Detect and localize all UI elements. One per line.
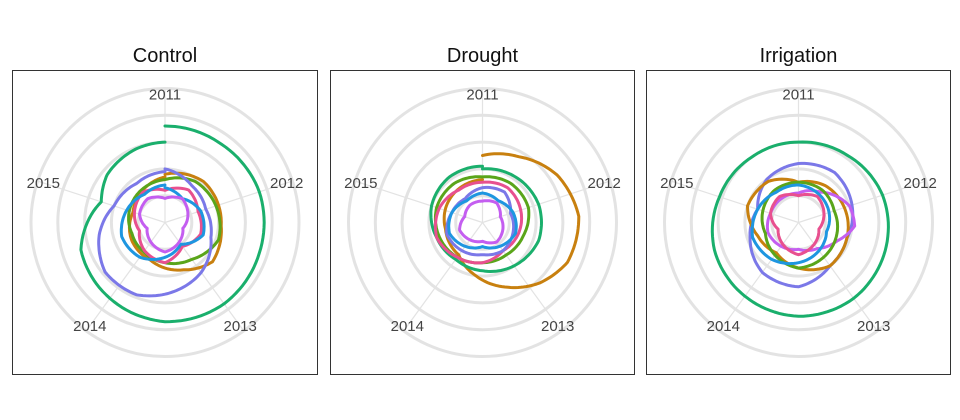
- grid-spoke: [798, 222, 878, 332]
- series-line-6: [750, 183, 832, 266]
- grid-spoke: [482, 222, 562, 332]
- panel-control: Control 2011 2012 2013 2014 2015: [12, 45, 318, 375]
- panel-title: Irrigation: [760, 45, 838, 67]
- angular-tick-label: 2014: [391, 318, 424, 335]
- angular-tick-label: 2011: [149, 87, 181, 104]
- grid-spoke: [164, 180, 293, 224]
- angular-tick-label: 2013: [857, 318, 890, 335]
- angular-tick-label: 2013: [541, 318, 574, 335]
- panel-title: Control: [133, 45, 197, 67]
- panel-drought: Drought 2011 2012 2013 2014 2015: [330, 45, 635, 375]
- series-line-7: [458, 199, 505, 245]
- angular-tick-label: 2012: [588, 175, 621, 192]
- series-line-6: [447, 191, 518, 250]
- grid-spoke: [354, 180, 483, 224]
- plot-area: [29, 87, 301, 358]
- angular-tick-label: 2015: [27, 175, 60, 192]
- series-line-7: [138, 195, 190, 254]
- series-line-2: [748, 161, 855, 289]
- grid-spoke: [482, 180, 611, 224]
- series-line-2: [429, 164, 543, 273]
- series-line-4: [97, 167, 213, 298]
- angular-tick-label: 2011: [782, 87, 814, 104]
- grid-spoke: [670, 180, 799, 224]
- angular-tick-label: 2015: [660, 175, 693, 192]
- plot-area: [663, 87, 934, 358]
- series-line-4: [433, 180, 524, 265]
- series-line-1: [442, 152, 581, 290]
- angular-tick-label: 2012: [904, 175, 937, 192]
- series-line-7: [769, 193, 826, 257]
- angular-tick-label: 2013: [224, 318, 257, 335]
- panel-title: Drought: [447, 45, 519, 67]
- angular-tick-label: 2015: [344, 175, 377, 192]
- grid-spoke: [719, 222, 799, 332]
- plot-area: [347, 87, 618, 358]
- grid-spoke: [85, 222, 166, 332]
- series-line-5: [132, 186, 203, 265]
- angular-tick-label: 2012: [270, 175, 303, 192]
- series-line-5: [760, 180, 840, 270]
- series-line-1: [710, 140, 890, 318]
- series-line-4: [765, 189, 857, 252]
- grid-spoke: [798, 180, 927, 224]
- series-line-6: [119, 183, 206, 261]
- series-line-1: [79, 124, 266, 324]
- panel-irrigation: Irrigation 2011 2012 2013 2014 2015: [646, 45, 951, 375]
- grid-spoke: [164, 222, 245, 332]
- angular-tick-label: 2014: [73, 318, 106, 335]
- angular-tick-label: 2011: [466, 87, 498, 104]
- angular-tick-label: 2014: [707, 318, 740, 335]
